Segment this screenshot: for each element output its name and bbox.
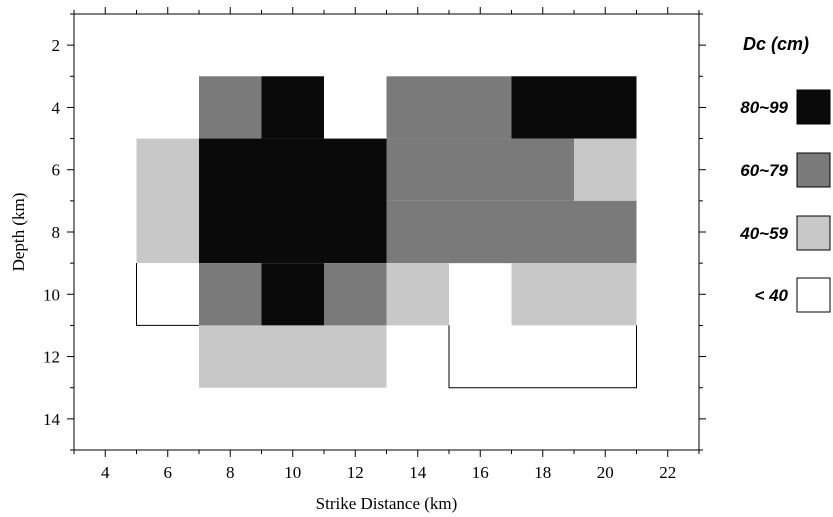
cell-13: [386, 263, 449, 326]
cell-7: [574, 138, 637, 201]
x-tick-label: 4: [101, 463, 110, 482]
legend-swatch: [796, 277, 831, 313]
cell-11: [261, 263, 324, 326]
x-tick-label: 14: [409, 463, 427, 482]
cell-9: [136, 263, 199, 326]
y-tick-label: 14: [43, 410, 61, 429]
cell-6: [386, 138, 574, 201]
cell-2: [386, 76, 512, 139]
cell-outline-16: [448, 325, 637, 389]
x-tick-label: 20: [597, 463, 614, 482]
x-tick-label: 22: [659, 463, 676, 482]
cell-1: [261, 76, 324, 139]
x-tick-label: 16: [472, 463, 489, 482]
x-tick-label: 18: [534, 463, 551, 482]
legend-swatch: [796, 215, 831, 251]
y-tick-label: 2: [52, 36, 61, 55]
y-tick-label: 8: [52, 223, 61, 242]
x-tick-label: 10: [284, 463, 301, 482]
legend-label: 60~79: [740, 161, 788, 180]
x-tick-label: 8: [226, 463, 235, 482]
cell-14: [511, 263, 637, 326]
y-tick-label: 12: [43, 348, 60, 367]
cell-5: [199, 138, 387, 264]
cell-12: [324, 263, 387, 326]
x-axis-title: Strike Distance (km): [316, 494, 458, 513]
cells-layer: [136, 76, 637, 389]
x-tick-label: 12: [347, 463, 364, 482]
cell-16: [449, 325, 637, 388]
cell-0: [199, 76, 262, 139]
y-axis-title: Depth (km): [9, 193, 28, 272]
legend-title: Dc (cm): [743, 34, 809, 54]
y-tick-label: 10: [43, 285, 60, 304]
legend-label: < 40: [754, 286, 788, 305]
cell-outline-9: [136, 263, 199, 326]
x-tick-label: 6: [164, 463, 173, 482]
cell-3: [511, 76, 637, 139]
legend-label: 40~59: [739, 224, 788, 243]
cell-8: [386, 200, 637, 264]
legend-swatch: [796, 89, 831, 125]
legend-swatch: [796, 152, 831, 188]
cell-4: [136, 138, 199, 264]
legend-label: 80~99: [740, 98, 788, 117]
cell-10: [199, 263, 262, 326]
cell-15: [199, 325, 387, 388]
y-tick-label: 4: [52, 98, 61, 117]
legend: 80~99 60~79 40~59 < 40: [739, 89, 831, 313]
y-tick-label: 6: [52, 161, 61, 180]
